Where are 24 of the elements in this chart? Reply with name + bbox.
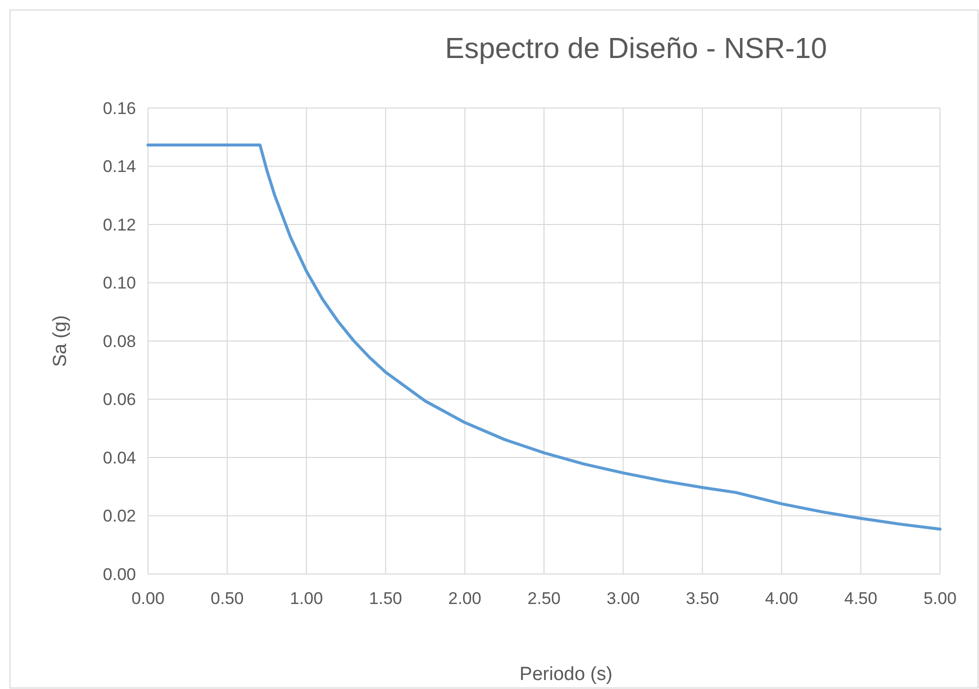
x-tick-label: 3.50 (686, 589, 719, 608)
x-axis-title: Periodo (s) (520, 664, 612, 685)
y-tick-label: 0.10 (102, 274, 136, 293)
chart-title: Espectro de Diseño - NSR-10 (445, 33, 827, 65)
x-tick-label: 1.50 (369, 589, 402, 608)
x-tick-label: 5.00 (923, 589, 957, 608)
x-tick-label: 2.00 (448, 589, 482, 608)
y-tick-label: 0.14 (102, 157, 136, 176)
y-tick-label: 0.02 (102, 506, 136, 526)
y-tick-label: 0.00 (102, 564, 136, 584)
x-tick-label: 1.00 (290, 589, 323, 608)
y-tick-label: 0.16 (102, 98, 136, 118)
x-tick-label: 0.50 (210, 589, 244, 608)
x-tick-label: 0.00 (131, 589, 165, 608)
y-tick-label: 0.06 (102, 390, 136, 410)
x-tick-label: 4.50 (844, 589, 878, 608)
y-axis-title: Sa (g) (50, 315, 71, 367)
y-tick-label: 0.08 (102, 332, 136, 351)
y-tick-label: 0.04 (102, 448, 136, 468)
y-tick-label: 0.12 (102, 215, 136, 234)
x-tick-label: 3.00 (606, 589, 640, 608)
x-tick-label: 2.50 (527, 589, 561, 608)
x-tick-label: 4.00 (765, 589, 798, 608)
line-series (146, 143, 942, 531)
